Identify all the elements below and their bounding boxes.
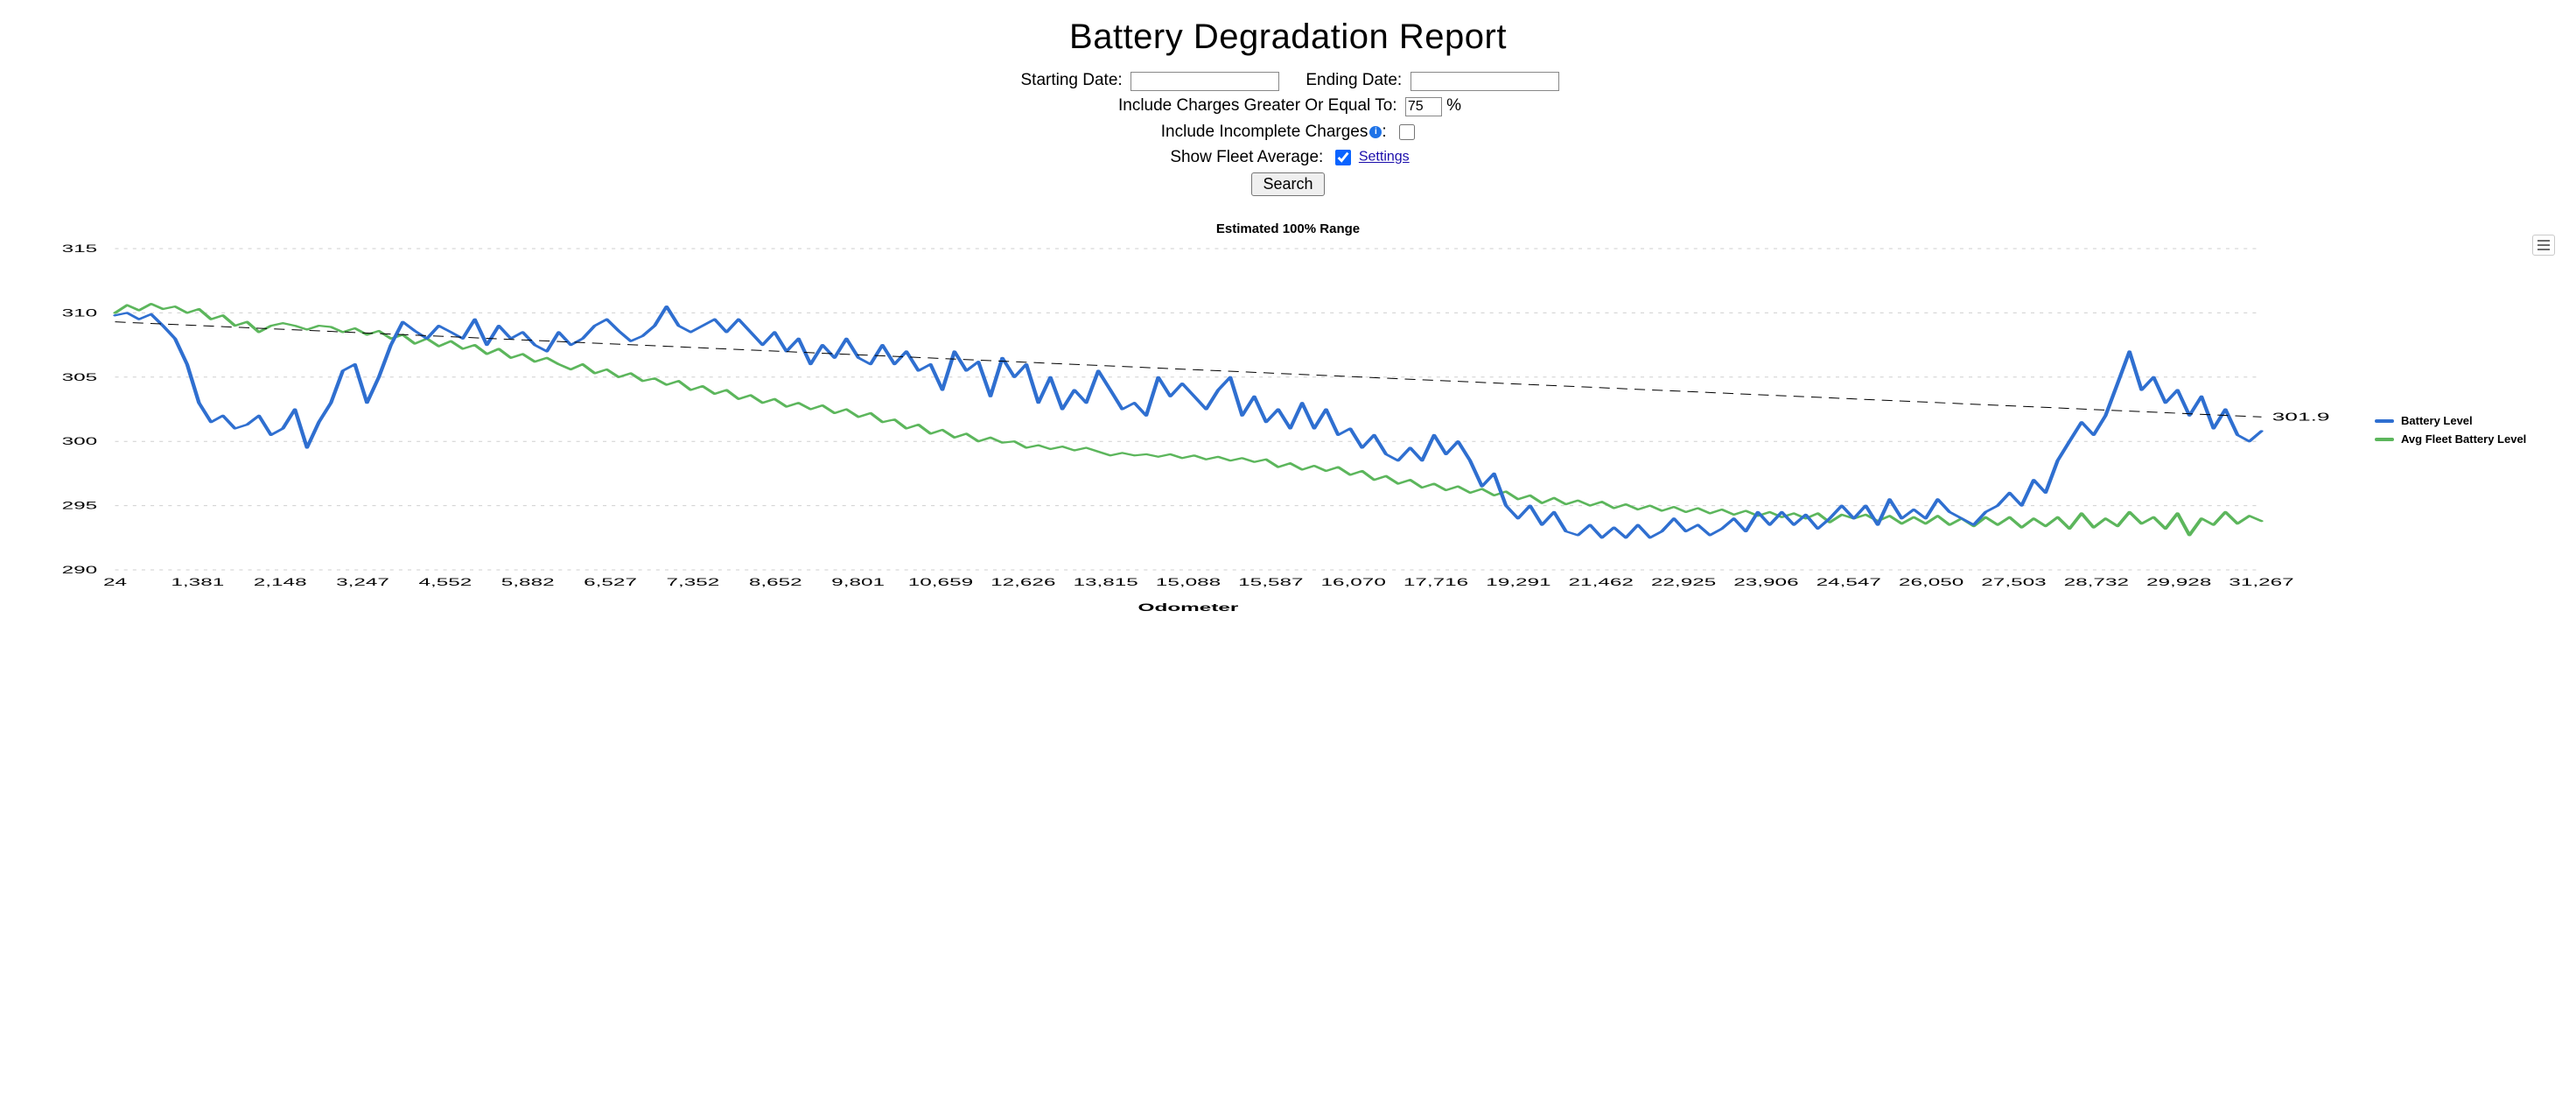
svg-text:9,801: 9,801: [831, 577, 885, 588]
svg-text:15,088: 15,088: [1156, 577, 1221, 588]
svg-text:310: 310: [62, 308, 98, 320]
legend-swatch-fleet: [2375, 438, 2394, 441]
label-colon: :: [1382, 123, 1386, 141]
svg-text:24,547: 24,547: [1816, 577, 1881, 588]
svg-text:28,732: 28,732: [2064, 577, 2129, 588]
chart-menu-icon[interactable]: [2532, 235, 2555, 256]
starting-date-input[interactable]: [1130, 72, 1279, 91]
svg-text:21,462: 21,462: [1569, 577, 1634, 588]
starting-date-label: Starting Date:: [1021, 71, 1123, 89]
legend-swatch-battery: [2375, 419, 2394, 423]
svg-text:315: 315: [62, 243, 98, 255]
svg-text:29,928: 29,928: [2146, 577, 2211, 588]
incomplete-charges-checkbox[interactable]: [1399, 124, 1415, 140]
svg-text:1,381: 1,381: [171, 577, 224, 588]
svg-text:301.9: 301.9: [2272, 411, 2330, 423]
threshold-label: Include Charges Greater Or Equal To:: [1118, 96, 1397, 115]
svg-text:8,652: 8,652: [749, 577, 802, 588]
svg-text:3,247: 3,247: [336, 577, 389, 588]
info-icon[interactable]: i: [1369, 126, 1382, 138]
incomplete-charges-label: Include Incomplete Charges: [1161, 123, 1368, 141]
svg-text:7,352: 7,352: [666, 577, 719, 588]
svg-text:10,659: 10,659: [908, 577, 973, 588]
svg-text:15,587: 15,587: [1238, 577, 1303, 588]
svg-text:23,906: 23,906: [1733, 577, 1798, 588]
legend-item-battery[interactable]: Battery Level: [2375, 414, 2558, 427]
svg-text:6,527: 6,527: [584, 577, 637, 588]
svg-text:4,552: 4,552: [418, 577, 472, 588]
svg-text:22,925: 22,925: [1651, 577, 1716, 588]
legend-label-fleet: Avg Fleet Battery Level: [2401, 432, 2526, 446]
search-button[interactable]: Search: [1251, 172, 1324, 196]
svg-text:19,291: 19,291: [1486, 577, 1550, 588]
svg-text:295: 295: [62, 501, 98, 512]
svg-text:12,626: 12,626: [990, 577, 1055, 588]
svg-text:305: 305: [62, 372, 98, 383]
fleet-average-checkbox[interactable]: [1335, 150, 1351, 165]
chart-title: Estimated 100% Range: [18, 221, 2558, 236]
filter-form: Starting Date: Ending Date: Include Char…: [18, 67, 2558, 197]
legend-item-fleet[interactable]: Avg Fleet Battery Level: [2375, 432, 2558, 446]
svg-text:300: 300: [62, 436, 98, 447]
svg-text:5,882: 5,882: [501, 577, 555, 588]
fleet-average-label: Show Fleet Average:: [1170, 148, 1323, 166]
svg-text:27,503: 27,503: [1981, 577, 2046, 588]
threshold-unit: %: [1446, 96, 1461, 115]
ending-date-label: Ending Date:: [1306, 71, 1402, 89]
svg-text:31,267: 31,267: [2229, 577, 2293, 588]
svg-text:24: 24: [103, 577, 127, 588]
legend-label-battery: Battery Level: [2401, 414, 2473, 427]
svg-text:17,716: 17,716: [1404, 577, 1468, 588]
page-title: Battery Degradation Report: [18, 18, 2558, 57]
svg-text:290: 290: [62, 565, 98, 576]
svg-text:16,070: 16,070: [1321, 577, 1386, 588]
threshold-input[interactable]: [1405, 97, 1442, 116]
svg-text:2,148: 2,148: [254, 577, 307, 588]
ending-date-input[interactable]: [1410, 72, 1559, 91]
svg-text:Odometer: Odometer: [1138, 602, 1240, 614]
svg-text:26,050: 26,050: [1899, 577, 1964, 588]
line-chart: 290 295 300 305 310 315 24 1,381 2,148 3,247 4,552…: [18, 242, 2359, 618]
svg-text:13,815: 13,815: [1073, 577, 1138, 588]
settings-link[interactable]: Settings: [1359, 150, 1410, 165]
